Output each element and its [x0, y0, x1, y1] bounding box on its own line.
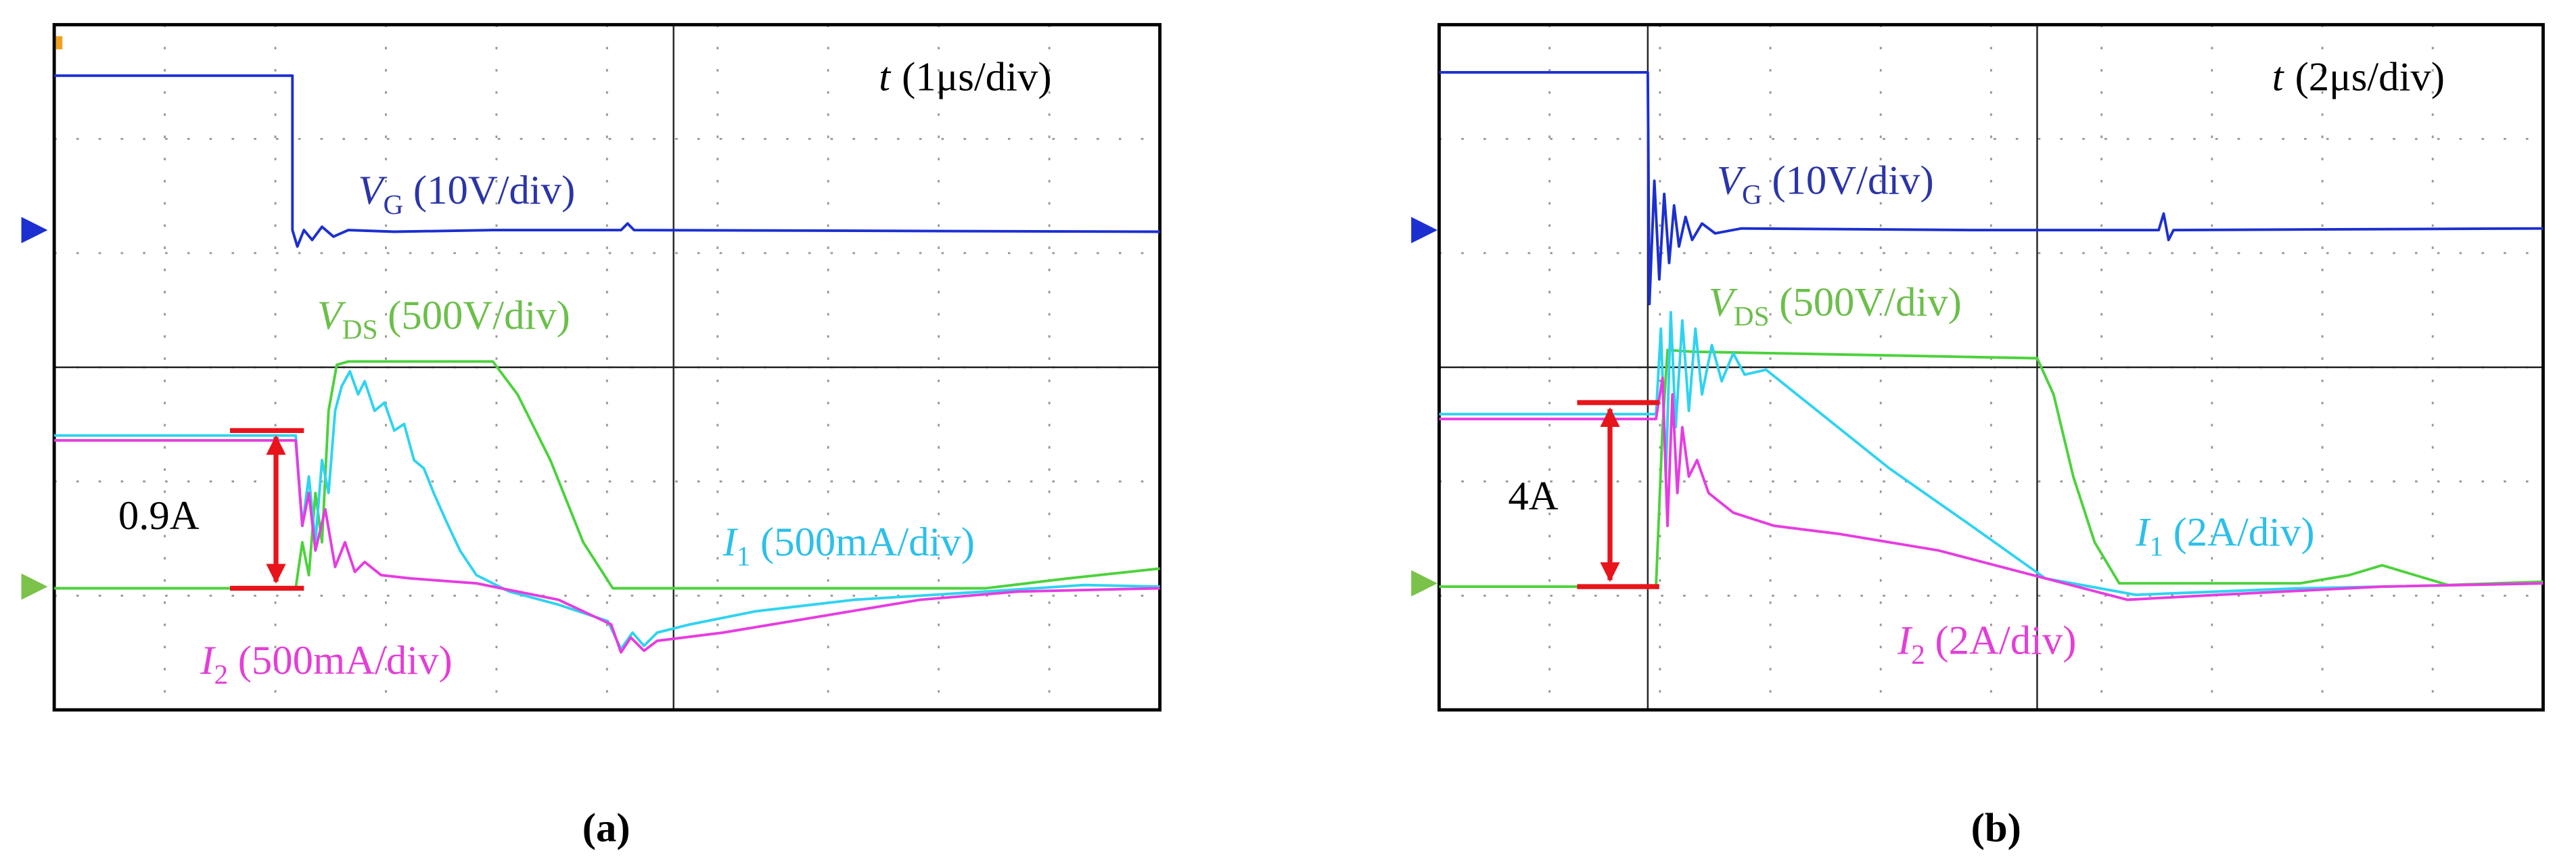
subscript: G	[1742, 179, 1762, 210]
subscript: G	[384, 189, 404, 220]
i2-trace	[54, 438, 1160, 654]
vg-level-marker	[21, 216, 48, 244]
scale-text: (500V/div)	[1779, 279, 1962, 325]
vds-trace	[1439, 348, 2544, 589]
symbol: I	[1897, 618, 1913, 664]
scale-text: (10V/div)	[413, 168, 575, 213]
i1-trace	[54, 369, 1160, 651]
subscript: 2	[214, 658, 229, 689]
vg-trace	[1439, 70, 2544, 306]
i1-trace	[1439, 311, 2544, 597]
scale-text: (500mA/div)	[760, 520, 975, 565]
symbol: t	[2272, 55, 2285, 100]
scale-text: (500mA/div)	[238, 638, 453, 683]
panel-b-traces	[1439, 70, 2544, 601]
vg-trace	[54, 74, 1160, 248]
vds-trace	[54, 360, 1160, 590]
trace-label: VDS (500V/div)	[1709, 279, 1962, 332]
symbol: V	[358, 168, 387, 213]
trigger-marker	[55, 36, 63, 49]
symbol: V	[317, 293, 346, 338]
grids	[52, 23, 2545, 712]
amplitude-arrow	[230, 428, 304, 591]
subscript: 2	[1911, 639, 1925, 670]
symbol: I	[2135, 509, 2151, 555]
symbol: I	[200, 638, 216, 683]
time-scale: t (1μs/div)	[879, 55, 1051, 100]
subscript: DS	[342, 313, 378, 344]
vg-level-marker	[1411, 216, 1438, 244]
panel-a-traces	[54, 74, 1160, 654]
subscript: 1	[2149, 530, 2163, 562]
symbol: V	[1709, 279, 1738, 325]
panel-caption: (b)	[1971, 806, 2021, 851]
subscript: 1	[737, 541, 751, 572]
trace-label: I1 (2A/div)	[2135, 509, 2314, 562]
amplitude-arrow	[1577, 400, 1659, 589]
scale-text: (2μs/div)	[2295, 55, 2445, 100]
trace-label: VG (10V/div)	[1717, 158, 1934, 210]
symbol: I	[722, 520, 739, 565]
vds-level-marker	[1411, 570, 1438, 597]
time-scale: t (2μs/div)	[2272, 55, 2445, 100]
i2-trace	[1439, 376, 2544, 601]
decorations	[21, 36, 1659, 600]
labels: t (1μs/div)VG (10V/div)VDS (500V/div)I1 (500…	[118, 55, 2445, 851]
scale-text: (10V/div)	[1772, 158, 1933, 204]
symbol: V	[1717, 158, 1746, 204]
trace-label: VG (10V/div)	[358, 168, 575, 220]
scale-text: (2A/div)	[2174, 509, 2315, 555]
trace-label: I2 (500mA/div)	[200, 638, 452, 690]
panel-caption: (a)	[582, 806, 630, 851]
scale-text: (500V/div)	[388, 293, 570, 338]
amplitude-annotation: 4A	[1508, 474, 1558, 519]
scale-text: (2A/div)	[1935, 618, 2076, 664]
scope-frame	[52, 23, 1162, 712]
scope-frame	[1438, 23, 2545, 712]
amplitude-annotation: 0.9A	[118, 493, 200, 539]
scale-text: (1μs/div)	[902, 55, 1051, 100]
trace-label: VDS (500V/div)	[317, 293, 570, 345]
symbol: t	[879, 55, 892, 100]
subscript: DS	[1734, 300, 1770, 332]
trace-label: I2 (2A/div)	[1897, 618, 2076, 670]
trace-label: I1 (500mA/div)	[722, 520, 975, 572]
vds-level-marker	[21, 573, 48, 600]
